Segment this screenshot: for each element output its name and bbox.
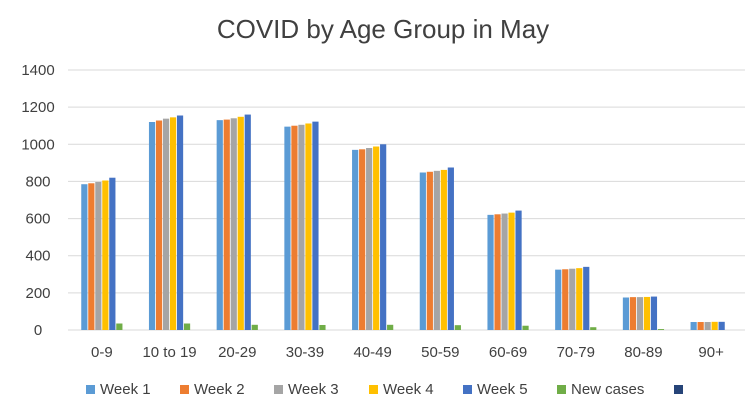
y-tick-label: 1400 [21, 62, 54, 79]
bar-week-4 [643, 296, 651, 330]
legend-swatch [369, 385, 378, 394]
x-tick-label: 40-49 [353, 344, 391, 361]
x-tick-label: 0-9 [91, 344, 113, 361]
legend-label: Week 3 [288, 381, 339, 398]
bar-week-3 [433, 170, 440, 330]
bar-week-5 [583, 266, 590, 330]
y-tick-label: 600 [25, 211, 50, 228]
y-tick-label: 1200 [21, 99, 54, 116]
bar-week-5 [718, 321, 725, 330]
y-tick-label: 1000 [21, 136, 54, 153]
bar-week-1 [690, 322, 697, 330]
bar-week-4 [373, 146, 380, 330]
bar-week-2 [629, 297, 637, 330]
bar-week-2 [562, 269, 569, 330]
bar-week-2 [291, 125, 298, 330]
x-axis-ticks: 0-9 10 to 19 20-29 30-39 40-49 50-59 60-69 70-7… [91, 344, 724, 361]
bar-week-2 [155, 120, 163, 330]
bar-week-4 [508, 212, 515, 330]
bar-week-4 [102, 180, 109, 330]
gridlines [68, 69, 745, 331]
bar-week-1 [81, 184, 88, 330]
bar-week-5 [515, 210, 522, 330]
legend-swatch [180, 385, 189, 394]
bar-week-4 [169, 117, 177, 330]
bar-week-1 [622, 297, 630, 330]
bar-week-2 [697, 322, 704, 330]
bar-week-5 [447, 167, 454, 330]
bar-new-cases [251, 324, 258, 330]
x-tick-label: 60-69 [489, 344, 527, 361]
legend-swatch [86, 385, 95, 394]
bar-week-5 [176, 115, 184, 330]
y-tick-label: 800 [25, 173, 50, 190]
bar-new-cases [116, 323, 123, 330]
bar-week-3 [569, 268, 576, 330]
legend-swatch [463, 385, 472, 394]
x-tick-label: 30-39 [286, 344, 324, 361]
bar-new-cases [657, 329, 665, 330]
bar-week-5 [380, 144, 387, 330]
bar-new-cases [387, 324, 394, 330]
bar-week-4 [237, 116, 244, 330]
bar-week-3 [636, 297, 644, 330]
bar-week-4 [305, 123, 312, 330]
x-tick-label: 80-89 [624, 344, 662, 361]
legend-swatch [274, 385, 283, 394]
bars [81, 114, 725, 331]
bar-week-1 [352, 149, 359, 330]
legend: Week 1 Week 2 Week 3 Week 4 Week 5 New cases [86, 381, 683, 398]
bar-week-4 [440, 169, 447, 330]
bar-week-5 [109, 177, 116, 330]
legend-label: Week 4 [383, 381, 434, 398]
bar-week-4 [711, 321, 718, 330]
x-tick-label: 20-29 [218, 344, 256, 361]
x-tick-label: 50-59 [421, 344, 459, 361]
legend-label: Week 5 [477, 381, 528, 398]
bar-week-1 [284, 126, 291, 331]
bar-week-1 [419, 172, 426, 330]
bar-week-3 [95, 181, 102, 330]
bar-week-2 [494, 214, 501, 330]
bar-week-3 [298, 124, 305, 331]
x-tick-label: 10 to 19 [142, 344, 196, 361]
bar-week-3 [366, 148, 373, 330]
bar-week-4 [576, 268, 583, 330]
legend-label: Week 1 [100, 381, 151, 398]
bar-week-5 [650, 296, 658, 330]
bar-week-2 [426, 171, 433, 330]
bar-week-5 [312, 121, 319, 330]
bar-week-5 [244, 114, 251, 330]
bar-new-cases [590, 327, 597, 330]
bar-new-cases [183, 323, 191, 330]
bar-week-3 [501, 213, 508, 330]
bar-week-3 [230, 118, 237, 331]
legend-label: Week 2 [194, 381, 245, 398]
x-tick-label: 90+ [698, 344, 724, 361]
x-tick-label: 70-79 [557, 344, 595, 361]
bar-week-2 [88, 183, 95, 330]
legend-label: New cases [571, 381, 644, 398]
y-axis-ticks: 0 200 400 600 800 1000 1200 1400 [21, 62, 54, 339]
legend-swatch [674, 385, 683, 394]
bar-week-1 [216, 120, 223, 331]
y-tick-label: 400 [25, 248, 50, 265]
bar-week-2 [359, 149, 366, 330]
bar-week-1 [487, 214, 494, 330]
bar-week-3 [162, 118, 170, 331]
bar-new-cases [454, 325, 461, 330]
y-tick-label: 200 [25, 285, 50, 302]
y-tick-label: 0 [34, 322, 42, 339]
chart-title: COVID by Age Group in May [217, 14, 549, 44]
bar-week-3 [704, 322, 711, 330]
bar-week-2 [223, 119, 230, 330]
bar-week-1 [555, 269, 562, 330]
bar-week-1 [148, 122, 156, 330]
bar-new-cases [319, 324, 326, 330]
bar-new-cases [522, 325, 529, 330]
legend-swatch [557, 385, 566, 394]
